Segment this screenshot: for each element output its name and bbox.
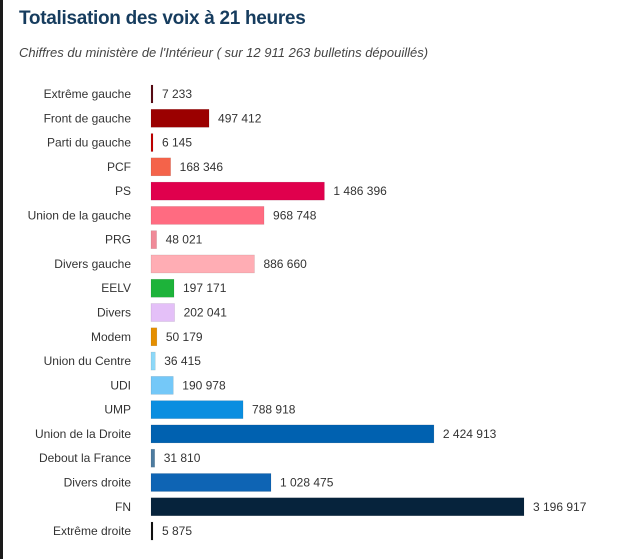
bar (150, 376, 174, 395)
bar (150, 521, 154, 541)
bar (150, 230, 157, 249)
value-label: 1 028 475 (280, 475, 334, 489)
value-label: 197 171 (183, 281, 227, 295)
value-label: 190 978 (182, 378, 226, 392)
value-label: 48 021 (166, 233, 203, 247)
category-label: Front de gauche (44, 111, 132, 125)
bar (150, 181, 325, 201)
bar (150, 448, 155, 468)
category-label: EELV (101, 281, 131, 295)
category-label: Extrême droite (53, 524, 131, 538)
bar (150, 351, 156, 371)
value-label: 497 412 (218, 111, 262, 125)
category-label: Extrême gauche (44, 87, 132, 101)
category-label: Modem (91, 330, 131, 344)
category-label: UDI (110, 378, 131, 392)
bar (150, 157, 171, 177)
value-label: 2 424 913 (443, 427, 497, 441)
bar (150, 327, 158, 347)
category-label: Divers (97, 306, 131, 320)
category-label: Debout la France (39, 451, 131, 465)
value-label: 1 486 396 (333, 184, 387, 198)
bar (150, 303, 175, 322)
value-label: 5 875 (162, 524, 192, 538)
value-label: 968 748 (273, 208, 317, 222)
value-label: 7 233 (162, 87, 192, 101)
category-label: UMP (104, 403, 131, 417)
chart-title: Totalisation des voix à 21 heures (19, 8, 306, 29)
bar (150, 424, 435, 444)
bar (150, 497, 525, 517)
category-label: PS (115, 184, 131, 198)
category-label: PRG (105, 233, 131, 247)
bar (150, 400, 244, 419)
category-label: FN (115, 500, 131, 514)
category-label: Divers gauche (54, 257, 131, 271)
value-label: 6 145 (162, 136, 192, 150)
bar (150, 473, 272, 492)
category-label: Union de la Droite (35, 427, 131, 441)
category-label: PCF (107, 160, 131, 174)
value-label: 168 346 (180, 160, 224, 174)
category-label: Union de la gauche (28, 208, 132, 222)
category-label: Divers droite (64, 475, 132, 489)
value-label: 3 196 917 (533, 500, 587, 514)
bar (150, 278, 175, 298)
value-label: 886 660 (263, 257, 307, 271)
category-label: Union du Centre (44, 354, 132, 368)
bar (150, 133, 154, 152)
bar (150, 84, 154, 104)
bar (150, 206, 265, 225)
category-label: Parti du gauche (47, 136, 131, 150)
bar (150, 254, 255, 274)
value-label: 36 415 (164, 354, 201, 368)
value-label: 788 918 (252, 403, 296, 417)
chart-subtitle: Chiffres du ministère de l'Intérieur ( s… (19, 45, 429, 60)
value-label: 31 810 (164, 451, 201, 465)
value-label: 202 041 (184, 306, 228, 320)
bar (150, 109, 210, 128)
window-edge (0, 0, 3, 559)
value-label: 50 179 (166, 330, 203, 344)
